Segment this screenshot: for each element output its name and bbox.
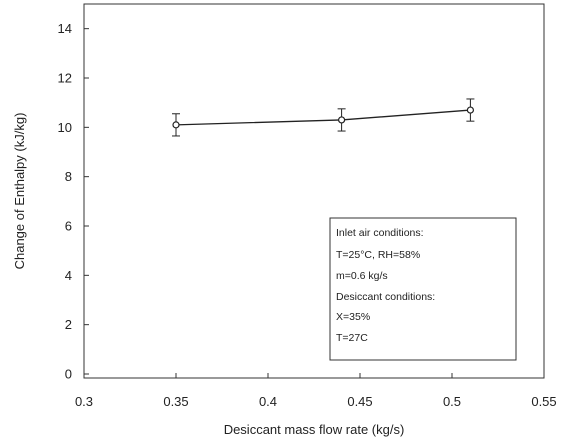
y-tick-label: 8 <box>65 169 72 184</box>
legend-line-1: Inlet air conditions: <box>336 227 424 239</box>
legend-box: Inlet air conditions: T=25°C, RH=58% m=0… <box>329 217 517 361</box>
series-line <box>175 109 471 126</box>
plot-area <box>83 3 545 379</box>
data-point <box>466 106 474 114</box>
legend-frame <box>329 217 517 361</box>
y-axis-ticks: 0 2 4 6 8 10 12 14 <box>58 21 89 382</box>
legend-line-4: Desiccant conditions: <box>336 291 435 303</box>
x-tick-label: 0.5 <box>443 394 461 409</box>
legend-line-5: X=35% <box>336 311 370 323</box>
y-tick-label: 10 <box>58 120 72 135</box>
y-tick-label: 6 <box>65 219 72 234</box>
y-tick-label: 4 <box>65 268 72 283</box>
y-tick-label: 14 <box>58 21 72 36</box>
legend-line-6: T=27C <box>336 332 368 344</box>
y-tick-label: 12 <box>58 71 72 86</box>
x-tick-label: 0.4 <box>259 394 277 409</box>
y-tick-label: 0 <box>65 367 72 382</box>
y-axis-title: Change of Enthalpy (kJ/kg) <box>12 113 27 270</box>
y-tick-label: 2 <box>65 317 72 332</box>
data-point <box>338 116 346 124</box>
x-axis-ticks: 0.3 0.35 0.4 0.45 0.5 0.55 <box>75 373 557 409</box>
x-tick-label: 0.35 <box>163 394 188 409</box>
data-point <box>172 121 180 129</box>
series-group <box>172 98 475 137</box>
legend-line-3: m=0.6 kg/s <box>336 270 388 282</box>
x-tick-label: 0.3 <box>75 394 93 409</box>
x-axis-title: Desiccant mass flow rate (kg/s) <box>224 422 405 437</box>
legend-line-2: T=25°C, RH=58% <box>336 249 420 261</box>
x-tick-label: 0.45 <box>347 394 372 409</box>
x-tick-label: 0.55 <box>531 394 556 409</box>
